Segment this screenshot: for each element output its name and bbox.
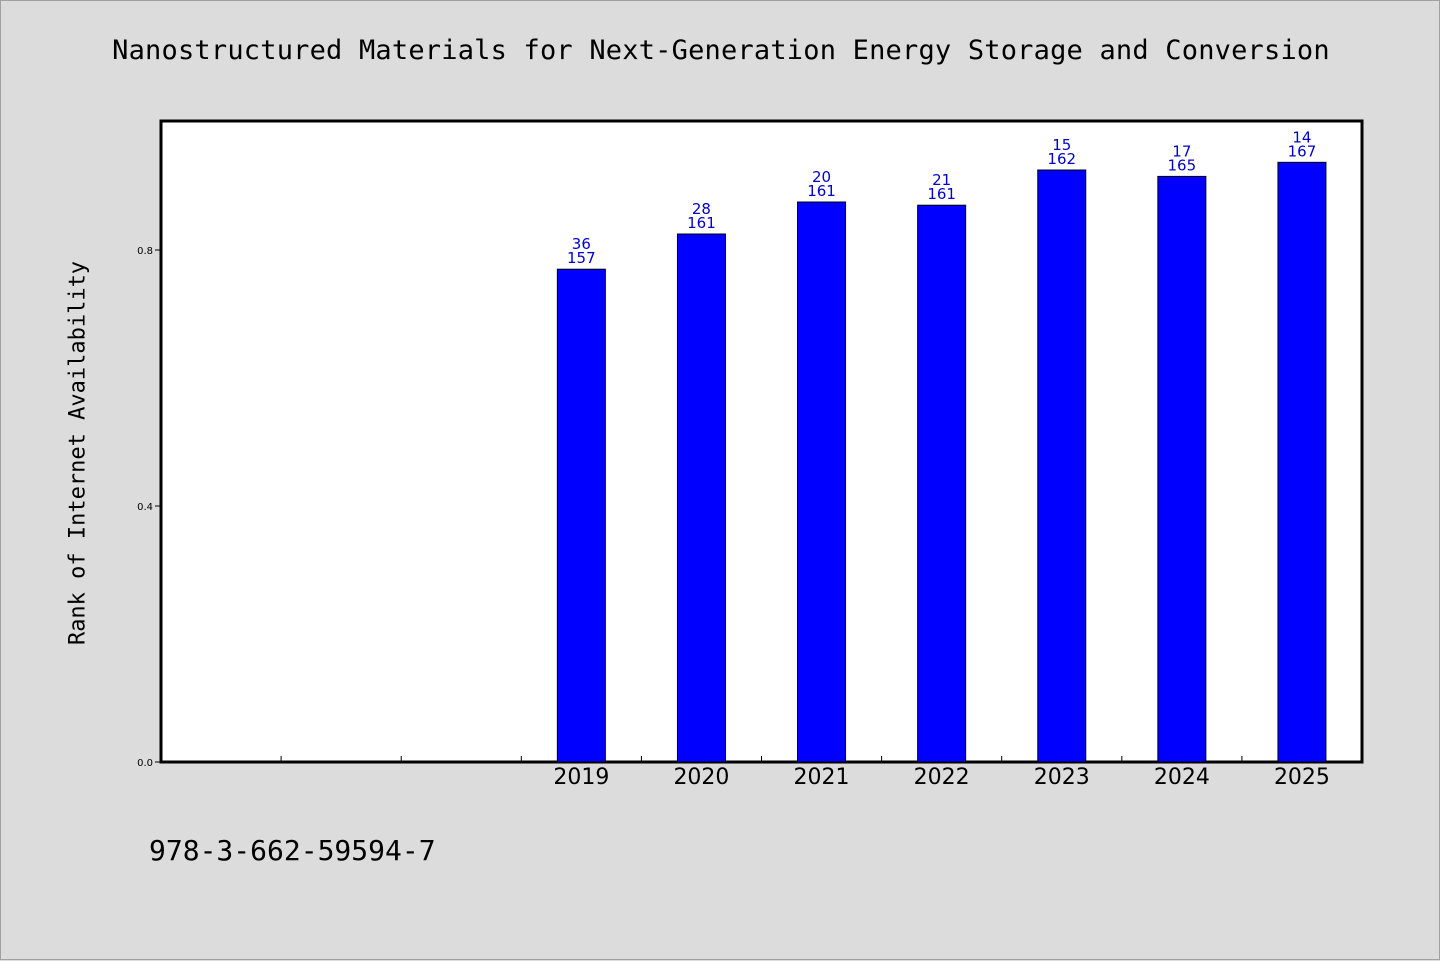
bar-label-top: 15 — [1052, 136, 1071, 154]
bar-label-bottom: 157 — [567, 249, 596, 267]
chart-title: Nanostructured Materials for Next-Genera… — [112, 35, 1330, 66]
bar-label-top: 36 — [572, 235, 591, 253]
y-axis-ticks: 0.0 0.4 0.8 — [137, 246, 161, 769]
bar-label-bottom: 161 — [687, 214, 716, 232]
bar — [1037, 169, 1087, 763]
bar-label-top: 21 — [932, 171, 951, 189]
bar — [1277, 161, 1327, 763]
x-axis-ticks — [280, 756, 1243, 762]
x-category-label: 2023 — [1034, 765, 1090, 790]
bar — [797, 201, 847, 763]
bar-label-bottom: 161 — [927, 185, 956, 203]
bar-label-top: 20 — [812, 168, 831, 186]
x-category-label: 2025 — [1274, 765, 1330, 790]
x-category-label: 2024 — [1154, 765, 1210, 790]
bar-label-bottom: 165 — [1168, 156, 1197, 174]
bar-label-top: 28 — [692, 200, 711, 218]
bar-label-bottom: 162 — [1047, 150, 1076, 168]
bar-label-top: 17 — [1172, 142, 1191, 160]
x-category-label: 2022 — [914, 765, 970, 790]
bar-label-top: 14 — [1292, 128, 1311, 146]
footer-code: 978-3-662-59594-7 — [149, 834, 436, 867]
y-tick-label: 0.0 — [137, 758, 153, 769]
bars: 2019361572020281612021201612022211612023… — [553, 128, 1330, 790]
bar-label-bottom: 161 — [807, 182, 836, 200]
x-category-label: 2019 — [553, 765, 609, 790]
bar — [556, 268, 606, 763]
bar — [676, 233, 726, 763]
bar — [917, 204, 967, 763]
bar-label-bottom: 167 — [1288, 142, 1317, 160]
bar — [1157, 175, 1207, 763]
x-category-label: 2020 — [673, 765, 729, 790]
y-tick-label: 0.4 — [137, 502, 153, 513]
y-tick-label: 0.8 — [137, 246, 153, 257]
x-category-label: 2021 — [794, 765, 850, 790]
